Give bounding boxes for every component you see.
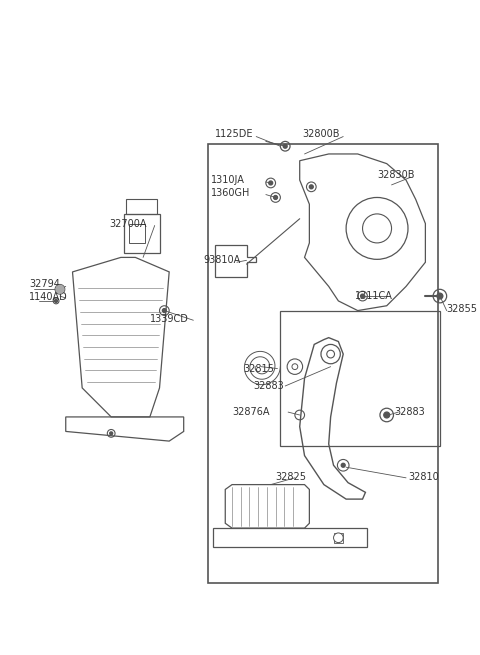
Circle shape: [110, 432, 113, 435]
Text: 32883: 32883: [395, 407, 425, 417]
Text: 32700A: 32700A: [109, 219, 147, 229]
Text: 32883: 32883: [253, 381, 284, 391]
Circle shape: [310, 185, 313, 189]
Text: 32800B: 32800B: [302, 128, 340, 139]
Text: 93810A: 93810A: [203, 255, 240, 265]
Text: 32855: 32855: [447, 304, 478, 314]
Text: 1360GH: 1360GH: [211, 187, 250, 198]
Text: 32830B: 32830B: [377, 170, 415, 180]
Text: 32825: 32825: [276, 472, 307, 482]
Text: 1339CD: 1339CD: [150, 314, 189, 324]
Circle shape: [55, 299, 58, 303]
Text: 1140AD: 1140AD: [29, 292, 68, 302]
Circle shape: [384, 412, 390, 418]
Circle shape: [341, 463, 345, 467]
Circle shape: [274, 196, 277, 199]
Text: 32810: 32810: [408, 472, 439, 482]
Circle shape: [334, 533, 343, 542]
Circle shape: [360, 294, 364, 298]
Text: 32794: 32794: [29, 280, 60, 290]
Text: 1310JA: 1310JA: [211, 175, 245, 185]
Circle shape: [437, 293, 443, 299]
Circle shape: [162, 309, 166, 312]
Text: 1311CA: 1311CA: [355, 291, 393, 301]
Text: 32815: 32815: [244, 364, 275, 373]
Text: 32876A: 32876A: [232, 407, 270, 417]
Text: 1125DE: 1125DE: [215, 128, 253, 139]
Circle shape: [269, 181, 273, 185]
Circle shape: [283, 144, 287, 148]
Circle shape: [56, 286, 64, 293]
